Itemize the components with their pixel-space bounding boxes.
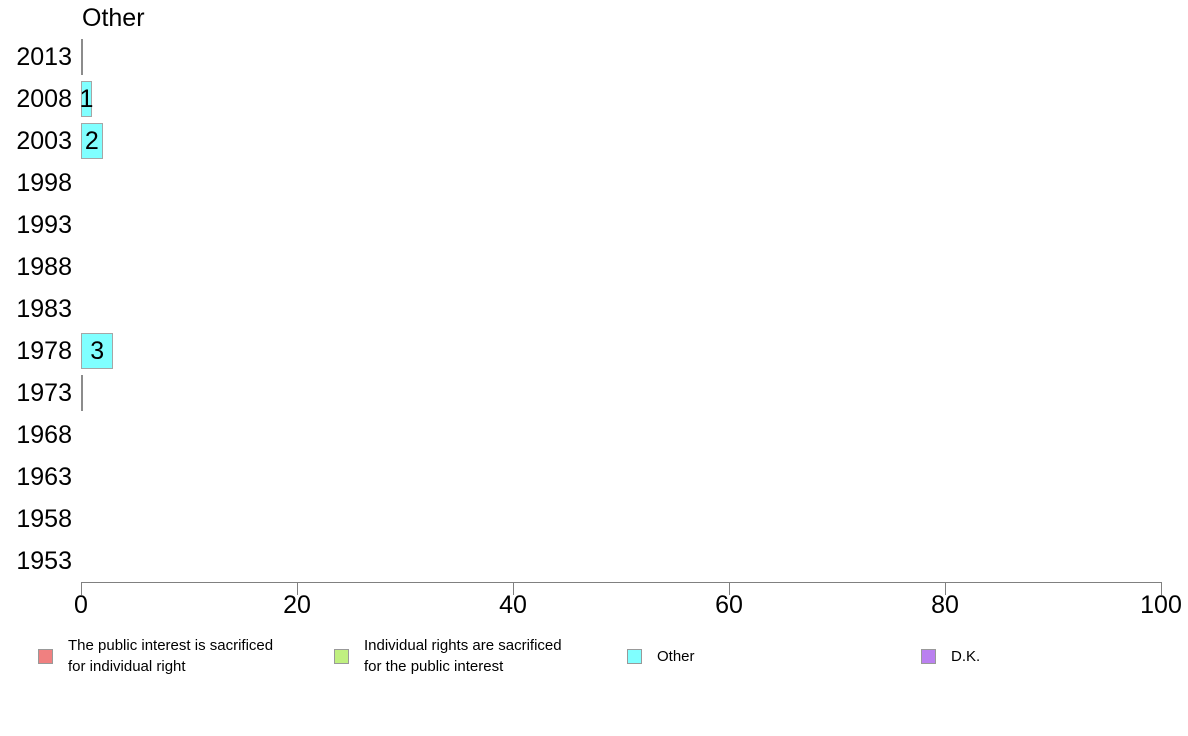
x-axis-tick-mark xyxy=(81,583,82,595)
bar: 1 xyxy=(79,81,94,117)
x-axis-tick-label: 100 xyxy=(1140,591,1182,619)
x-axis-tick-label: 20 xyxy=(283,591,311,619)
y-axis-label: 1953 xyxy=(16,547,72,575)
legend-label: The public interest is sacrificed for ind… xyxy=(68,637,274,675)
x-axis-tick-mark xyxy=(513,583,514,595)
legend-item: Individual rights are sacrificed for the … xyxy=(334,632,562,680)
y-axis-label: 1963 xyxy=(16,463,72,491)
legend-label: Individual rights are sacrificed for the … xyxy=(364,637,562,675)
x-axis-line xyxy=(81,582,1162,583)
zero-value-bar-line xyxy=(81,39,83,75)
x-axis-tick-mark xyxy=(297,583,298,595)
legend-label: Other xyxy=(657,647,695,665)
y-axis-label: 1978 xyxy=(16,337,72,365)
legend-swatch xyxy=(38,648,53,664)
x-axis-tick-mark xyxy=(945,583,946,595)
y-axis-label: 2008 xyxy=(16,85,72,113)
plot-area: 1 2 3 xyxy=(79,36,1161,582)
legend-swatch xyxy=(627,648,642,664)
legend-swatch xyxy=(921,648,936,664)
y-axis-label: 1998 xyxy=(16,169,72,197)
x-axis-tick-mark xyxy=(729,583,730,595)
x-axis-tick-label: 40 xyxy=(499,591,527,619)
x-axis-tick-label: 60 xyxy=(715,591,743,619)
y-axis-label: 2003 xyxy=(16,127,72,155)
bar-value-label: 1 xyxy=(79,84,94,113)
legend-swatch xyxy=(334,648,349,664)
y-axis-label: 1968 xyxy=(16,421,72,449)
bar: 3 xyxy=(81,333,114,369)
legend-label: D.K. xyxy=(951,647,981,665)
y-axis-label: 1958 xyxy=(16,505,72,533)
y-axis-label: 1993 xyxy=(16,211,72,239)
y-axis-label: 1973 xyxy=(16,379,72,407)
chart-title: Other xyxy=(82,4,145,32)
legend: The public interest is sacrificed for ind… xyxy=(0,632,1188,680)
bar-value-label: 3 xyxy=(90,336,105,365)
y-axis-label: 1988 xyxy=(16,253,72,281)
y-axis-label: 2013 xyxy=(16,43,72,71)
legend-item: Other xyxy=(627,632,695,680)
y-axis-label: 1983 xyxy=(16,295,72,323)
legend-item: D.K. xyxy=(921,632,980,680)
x-axis-tick-label: 0 xyxy=(74,591,88,619)
bar-value-label: 2 xyxy=(84,126,99,155)
x-axis-tick-label: 80 xyxy=(931,591,959,619)
zero-value-bar-line xyxy=(81,375,83,411)
x-axis-tick-mark xyxy=(1161,583,1162,595)
legend-item: The public interest is sacrificed for ind… xyxy=(38,632,273,680)
bar: 2 xyxy=(81,123,103,159)
